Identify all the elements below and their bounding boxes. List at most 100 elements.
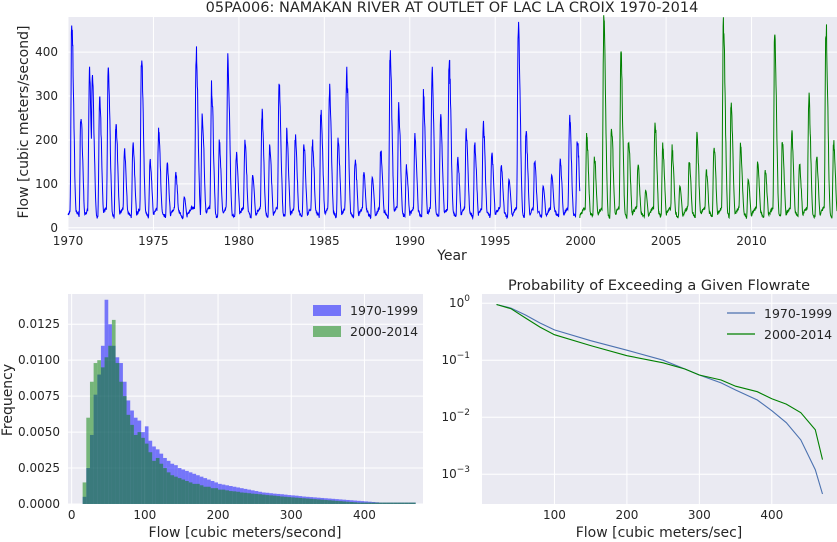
histogram-bar-1-64: [316, 499, 321, 504]
histogram-bar-1-49: [261, 494, 266, 504]
histogram-legend: 1970-1999 2000-2014: [313, 303, 418, 339]
histogram-bar-1-6: [104, 357, 109, 504]
exceedance-x-tick-label: 100: [543, 508, 566, 522]
histogram-bar-1-35: [210, 488, 215, 504]
histogram-bar-1-81: [379, 502, 383, 504]
histogram-bar-1-68: [331, 500, 336, 504]
exceedance-x-tick-label: 200: [615, 508, 638, 522]
timeseries-y-ticks: 0 100 200 300 400: [35, 45, 58, 235]
histogram-y-axis-label: Frequency: [0, 364, 16, 436]
histogram-bar-1-30: [192, 483, 197, 504]
exceedance-x-tick-label: 300: [688, 508, 711, 522]
histogram-bar-1-58: [294, 497, 299, 504]
histogram-bar-1-75: [357, 502, 361, 504]
histogram-bar-1-24: [170, 475, 175, 504]
histogram-x-axis-label: Flow [cubic meters/second]: [149, 525, 342, 541]
histogram-bar-1-80: [375, 502, 380, 504]
legend-label-1970-1999: 1970-1999: [350, 303, 418, 318]
histogram-bar-1-88: [404, 502, 409, 504]
legend-swatch-2000-2014: [313, 326, 341, 337]
histogram-grid: [68, 294, 423, 505]
histogram-bar-1-87: [401, 502, 405, 504]
histogram-bar-1-53: [276, 496, 281, 504]
timeseries-y-tick-label: 100: [35, 177, 58, 191]
histogram-bar-1-28: [185, 480, 189, 504]
histogram-bar-1-17: [144, 443, 149, 504]
histogram-bar-1-78: [368, 502, 372, 504]
histogram-y-ticks: 0.0000 0.0025 0.0050 0.0075 0.0100 0.0125: [18, 317, 60, 511]
histogram-bar-1-39: [225, 490, 230, 504]
timeseries-y-tick-label: 0: [50, 221, 58, 235]
timeseries-y-tick-label: 300: [35, 89, 58, 103]
histogram-bar-1-38: [221, 489, 226, 504]
timeseries-line-0: [67, 21, 581, 221]
histogram-bar-1-84: [390, 502, 394, 504]
timeseries-title: 05PA006: NAMAKAN RIVER AT OUTLET OF LAC …: [206, 0, 699, 16]
histogram-bar-1-7: [108, 345, 112, 504]
exceedance-x-axis-label: Flow [cubic meters/sec]: [576, 525, 743, 541]
histogram-y-tick-label: 0.0000: [18, 497, 60, 511]
histogram-bar-1-12: [126, 414, 131, 504]
histogram-bars: [82, 299, 416, 504]
timeseries-x-tick-label: 2010: [736, 234, 767, 248]
histogram-y-tick-label: 0.0050: [18, 425, 60, 439]
histogram-bar-1-59: [298, 497, 303, 504]
histogram-bar-1-16: [141, 437, 145, 504]
histogram-bar-1-47: [254, 493, 259, 504]
timeseries-x-tick-label: 2000: [565, 234, 596, 248]
histogram-x-ticks: 0 100 200 300 400: [68, 508, 376, 522]
exceedance-legend: 1970-1999 2000-2014: [727, 306, 832, 342]
timeseries-y-tick-label: 200: [35, 133, 58, 147]
histogram-bar-1-9: [115, 363, 120, 504]
histogram-bar-1-61: [305, 498, 310, 504]
histogram-y-tick-label: 0.0100: [18, 353, 60, 367]
legend-label-2000-2014: 2000-2014: [350, 324, 418, 339]
histogram-panel: 0 100 200 300 400 0.00000.00250.00500.00750.…: [0, 294, 423, 541]
timeseries-x-tick-label: 1985: [309, 234, 340, 248]
histogram-bar-1-26: [177, 478, 182, 504]
histogram-bar-1-13: [130, 424, 134, 504]
histogram-x-tick-label: 200: [207, 508, 230, 522]
exceedance-plot-area: [482, 294, 837, 504]
histogram-bar-1-20: [155, 457, 160, 504]
histogram-bar-1-14: [133, 434, 138, 504]
histogram-bar-1-82: [382, 502, 387, 504]
histogram-x-tick-label: 100: [133, 508, 156, 522]
histogram-bar-1-72: [346, 501, 350, 504]
exceedance-title: Probability of Exceeding a Given Flowrat…: [508, 278, 810, 294]
histogram-bar-1-43: [240, 492, 244, 504]
histogram-bar-1-62: [309, 498, 314, 504]
histogram-bar-1-40: [229, 491, 233, 504]
timeseries-y-tick-label: 400: [35, 45, 58, 59]
exceedance-y-tick-label: 10−2: [441, 408, 470, 424]
exceedance-x-ticks: 100 200 300 400: [543, 508, 783, 522]
histogram-bar-1-71: [342, 501, 347, 504]
timeseries-x-tick-label: 1975: [138, 234, 169, 248]
histogram-bar-1-42: [236, 491, 241, 504]
histogram-bar-1-44: [243, 492, 248, 504]
timeseries-x-ticks: 1970 1975 1980 1985 1990 1995 2000 2005 2010: [53, 234, 767, 248]
timeseries-panel: 1970 1975 1980 1985 1990 1995 2000 2005 2010 0 10…: [16, 0, 837, 264]
histogram-bar-1-1: [86, 417, 90, 504]
histogram-bar-1-69: [335, 500, 339, 504]
histogram-bar-1-3: [93, 363, 98, 504]
histogram-bar-1-8: [111, 319, 116, 504]
histogram-bar-1-18: [148, 452, 153, 504]
histogram-bar-1-54: [280, 496, 284, 504]
exceedance-y-ticks: 100 10−1 10−2 10−3: [441, 294, 470, 481]
histogram-bar-1-63: [313, 499, 317, 504]
exceedance-y-tick-label: 10−3: [441, 465, 470, 481]
histogram-bar-1-36: [214, 488, 219, 504]
histogram-bar-1-4: [97, 360, 101, 504]
histogram-bar-1-67: [327, 500, 332, 504]
histogram-bar-1-25: [174, 476, 178, 504]
histogram-bar-1-19: [152, 460, 156, 504]
histogram-bar-1-5: [100, 367, 105, 504]
timeseries-x-tick-label: 1970: [53, 234, 84, 248]
histogram-bar-1-85: [393, 502, 398, 504]
histogram-bar-1-70: [338, 501, 343, 504]
histogram-bar-1-23: [166, 472, 171, 504]
histogram-bar-1-11: [122, 396, 127, 504]
timeseries-y-axis-label: Flow [cubic meters/second]: [16, 26, 32, 219]
histogram-bar-1-66: [324, 499, 328, 504]
